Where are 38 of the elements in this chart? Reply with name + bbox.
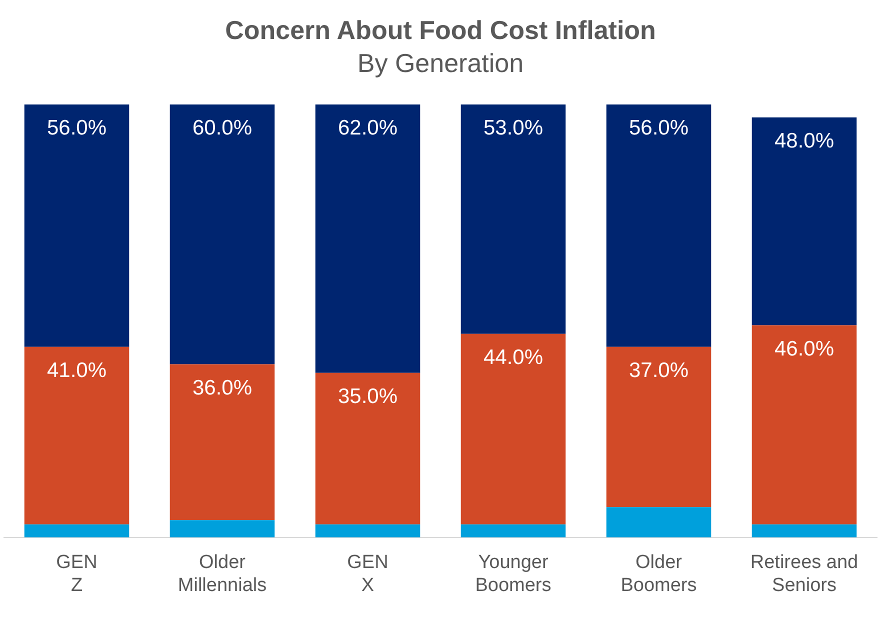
- x-tick-label: Retirees and Seniors: [750, 552, 858, 596]
- bar: [315, 524, 420, 538]
- bar: [315, 104, 420, 373]
- x-tick-label: GEN X: [347, 552, 388, 596]
- x-tick-label: Older Boomers: [620, 552, 697, 596]
- data-label: 62.0%: [338, 116, 398, 140]
- data-label: 48.0%: [774, 130, 834, 153]
- bar: [24, 346, 130, 524]
- data-label: 37.0%: [628, 359, 689, 382]
- data-label: 56.0%: [628, 116, 689, 140]
- bar: [170, 104, 275, 364]
- data-label: 44.0%: [483, 346, 544, 370]
- bar: [24, 524, 130, 538]
- data-label: 35.0%: [338, 385, 398, 408]
- data-label: 46.0%: [774, 338, 834, 361]
- bar: [460, 334, 566, 524]
- data-label: 36.0%: [192, 376, 252, 400]
- chart-title: Concern About Food Cost Inflation: [225, 14, 656, 45]
- bar: [315, 372, 420, 524]
- bar: [170, 520, 275, 538]
- bar: [606, 507, 712, 538]
- data-label: 41.0%: [46, 359, 107, 382]
- x-tick-label: Younger Boomers: [475, 552, 552, 596]
- data-label: 60.0%: [192, 116, 252, 140]
- bar: [170, 364, 275, 520]
- bar: [606, 346, 712, 508]
- data-label: 53.0%: [483, 116, 544, 140]
- x-tick-label: GEN Z: [56, 552, 98, 596]
- chart-subtitle: By Generation: [357, 48, 524, 78]
- bar: [460, 524, 566, 538]
- bar: [752, 524, 857, 538]
- x-tick-label: Older Millennials: [178, 552, 267, 596]
- bar: [460, 104, 566, 334]
- bar: [606, 104, 712, 347]
- bar: [24, 104, 130, 347]
- bar: [752, 117, 857, 326]
- data-label: 56.0%: [46, 116, 107, 140]
- bar: [752, 325, 857, 524]
